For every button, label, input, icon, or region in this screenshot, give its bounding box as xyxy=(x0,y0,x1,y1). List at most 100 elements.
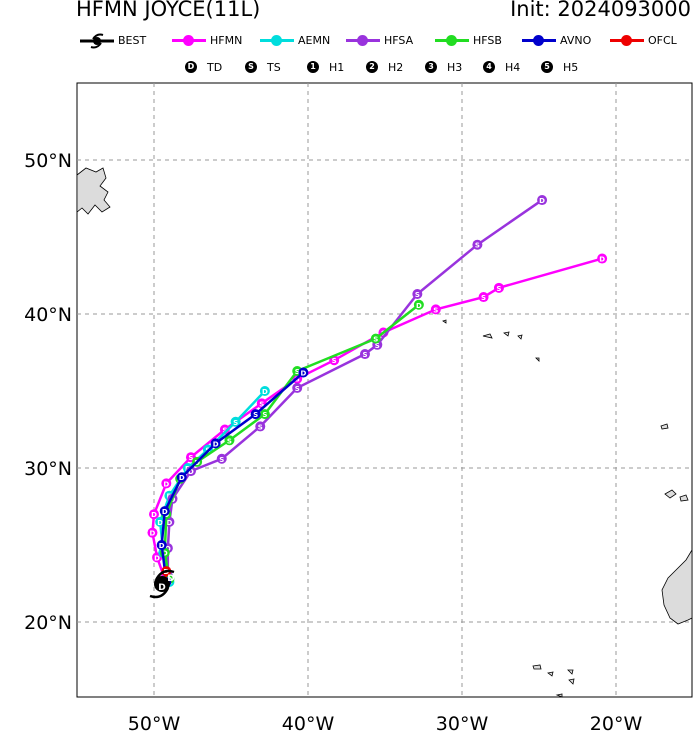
category-item-ts: S TS xyxy=(245,58,281,76)
legend-item-best: BEST xyxy=(80,31,146,49)
lon-label: 40°W xyxy=(282,713,335,735)
track-point-hfmn xyxy=(493,282,504,293)
island-land xyxy=(442,319,540,362)
category-symbol-icon: 5 xyxy=(541,61,553,73)
init-time: Init: 2024093000 xyxy=(510,0,691,21)
legend-label: AVNO xyxy=(560,33,592,47)
line-swatch-icon xyxy=(435,33,469,47)
track-point-hfsa xyxy=(216,453,227,464)
track-point-label: D xyxy=(162,550,168,558)
category-label: H3 xyxy=(447,60,463,74)
track-point-hfsb xyxy=(413,299,424,310)
newfoundland-land xyxy=(76,167,111,215)
track-point-hfmn xyxy=(430,304,441,315)
track-point-label: D xyxy=(154,554,160,562)
hurricane-symbol-icon xyxy=(80,33,114,49)
track-point-hfmn xyxy=(161,478,172,489)
legend-item-ofcl: OFCL xyxy=(610,31,677,49)
category-symbol-icon: D xyxy=(185,61,197,73)
track-point-label: S xyxy=(227,437,232,445)
track-point-label: S xyxy=(253,411,258,419)
category-label: TS xyxy=(267,60,281,74)
category-label: H1 xyxy=(329,60,345,74)
lat-label: 20°N xyxy=(24,612,72,634)
track-point-avno xyxy=(176,472,187,483)
line-swatch-icon xyxy=(610,33,644,47)
grid-lines xyxy=(77,83,692,697)
legend-item-hfsa: HFSA xyxy=(346,31,413,49)
track-point-label: D xyxy=(162,508,168,516)
model-legend: BEST HFMN AEMN HFSA HFSB AVNO OFCL xyxy=(80,31,690,49)
track-point-hfsb xyxy=(224,435,235,446)
track-point-label: S xyxy=(259,400,264,408)
map-frame xyxy=(76,82,693,698)
island-land xyxy=(660,423,669,430)
track-line-hfsb xyxy=(163,303,420,580)
category-item-h1: 1 H1 xyxy=(307,58,344,76)
track-point-label: S xyxy=(496,285,501,293)
svg-text:D: D xyxy=(158,583,165,593)
track-point-label: D xyxy=(539,197,545,205)
track-point-hfsa xyxy=(472,239,483,250)
category-label: TD xyxy=(207,60,223,74)
track-point-hfsa xyxy=(537,195,548,206)
category-label: H5 xyxy=(563,60,579,74)
track-point-label: D xyxy=(179,474,185,482)
track-point-hfsa xyxy=(185,466,196,477)
legend-label: AEMN xyxy=(298,33,331,47)
track-point-label: S xyxy=(258,423,263,431)
lat-label: 50°N xyxy=(24,150,72,172)
track-point-label: S xyxy=(415,291,420,299)
category-item-h3: 3 H3 xyxy=(425,58,462,76)
map-title: HFMN JOYCE(11L) xyxy=(76,0,261,21)
category-label: H4 xyxy=(505,60,521,74)
track-point-label: S xyxy=(188,454,193,462)
legend-label: OFCL xyxy=(648,33,677,47)
track-point-label: D xyxy=(166,519,172,527)
track-point-label: D xyxy=(163,480,169,488)
track-point-label: D xyxy=(159,542,165,550)
track-point-hfsa xyxy=(412,288,423,299)
category-symbol-icon: 2 xyxy=(366,61,378,73)
track-point-hfmn xyxy=(219,424,230,435)
legend-item-avno: AVNO xyxy=(522,31,591,49)
legend-label: BEST xyxy=(118,33,147,47)
track-point-label: D xyxy=(188,468,194,476)
category-item-h4: 4 H4 xyxy=(483,58,520,76)
lon-label: 30°W xyxy=(436,713,489,735)
category-item-td: D TD xyxy=(185,58,222,76)
svg-text:D: D xyxy=(167,574,174,584)
line-swatch-icon xyxy=(522,33,556,47)
track-point-label: S xyxy=(219,456,224,464)
track-point-avno xyxy=(250,409,261,420)
track-point-label: S xyxy=(475,242,480,250)
legend-item-hfmn: HFMN xyxy=(172,31,242,49)
line-swatch-icon xyxy=(260,33,294,47)
track-point-hfsa xyxy=(255,421,266,432)
track-point-label: D xyxy=(157,519,163,527)
track-point-avno xyxy=(298,367,309,378)
category-symbol-icon: 1 xyxy=(307,61,319,73)
track-point-label: S xyxy=(373,336,378,344)
island-land xyxy=(664,489,677,499)
track-point-label: D xyxy=(151,511,157,519)
track-point-label: S xyxy=(433,306,438,314)
track-point-label: S xyxy=(222,427,227,435)
track-point-label: S xyxy=(295,376,300,384)
track-point-hfsb xyxy=(259,409,270,420)
track-point-label: D xyxy=(213,440,219,448)
track-point-hfsb xyxy=(370,333,381,344)
track-point-aemn xyxy=(230,416,241,427)
track-point-hfsa xyxy=(359,349,370,360)
line-swatch-icon xyxy=(346,33,380,47)
track-point-label: D xyxy=(150,530,156,538)
track-point-hfsa xyxy=(292,382,303,393)
island-land xyxy=(532,664,575,698)
land-masses xyxy=(76,167,693,698)
category-item-h2: 2 H2 xyxy=(366,58,403,76)
track-point-avno xyxy=(210,438,221,449)
legend-item-aemn: AEMN xyxy=(260,31,330,49)
legend-label: HFSB xyxy=(473,33,502,47)
track-point-label: D xyxy=(262,388,268,396)
